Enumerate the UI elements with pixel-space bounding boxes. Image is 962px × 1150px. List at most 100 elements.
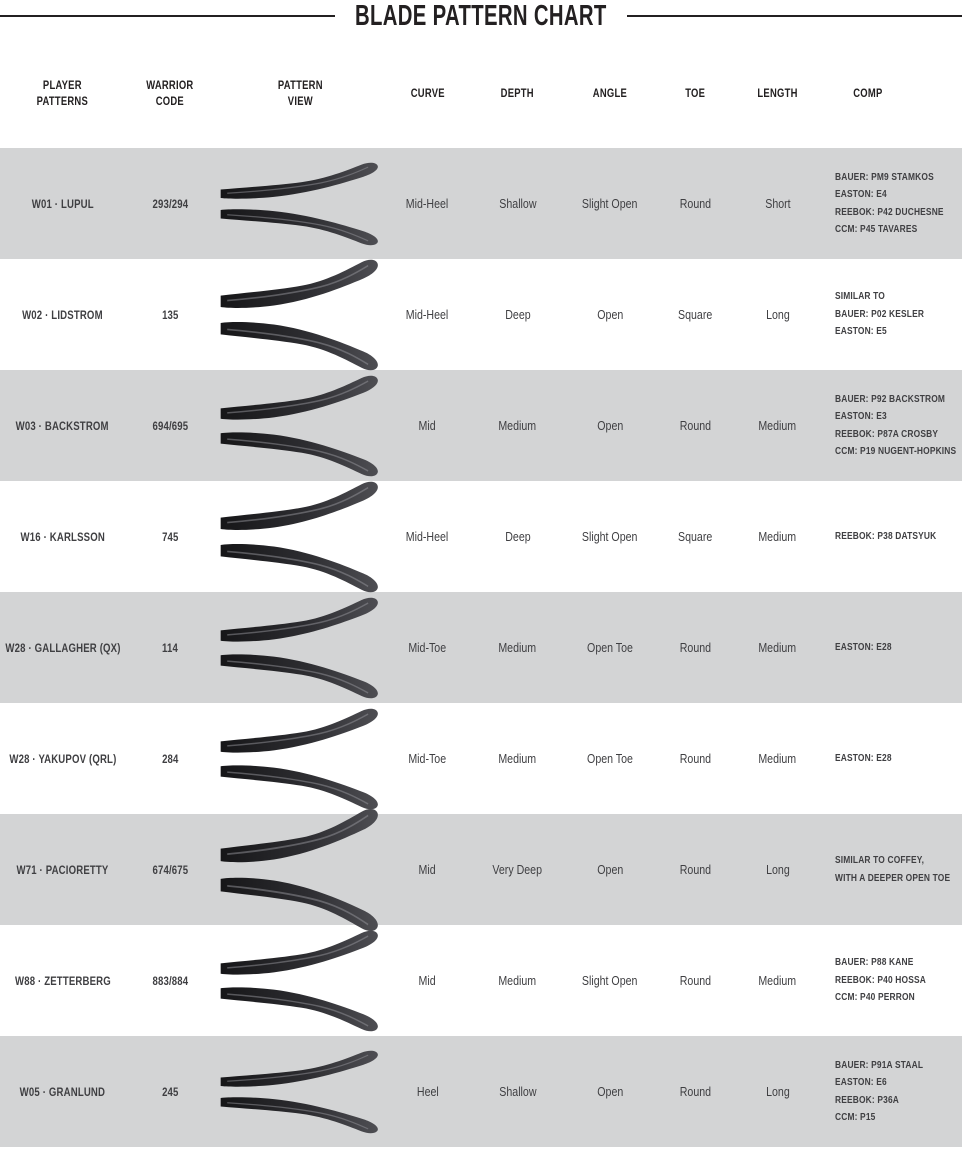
curve-value: Mid-Toe xyxy=(408,640,447,655)
pattern-view-cell xyxy=(215,480,385,593)
pattern-view-cell xyxy=(215,1040,385,1144)
curve-cell: Heel xyxy=(385,1085,470,1099)
table-row: W05 · GRANLUND 245 Heel Shallow Open xyxy=(0,1036,962,1147)
warrior-code-cell: 284 xyxy=(125,752,215,766)
warrior-code-value: 883/884 xyxy=(152,973,188,988)
table-row: W01 · LUPUL 293/294 Mid-Heel Shallow Sli… xyxy=(0,148,962,259)
depth-value: Medium xyxy=(498,418,537,433)
comp-cell: REEBOK: P38 DATSYUK xyxy=(820,528,962,546)
angle-cell: Open Toe xyxy=(565,641,655,655)
curve-cell: Mid-Toe xyxy=(385,752,470,766)
comp-cell: EASTON: E28 xyxy=(820,639,962,657)
curve-cell: Mid xyxy=(385,419,470,433)
comp-line: BAUER: P92 BACKSTROM xyxy=(835,392,946,405)
pattern-view-cell xyxy=(215,807,385,932)
length-cell: Long xyxy=(735,308,820,322)
blade-top-and-side-silhouette-icon xyxy=(220,161,379,246)
toe-cell: Round xyxy=(655,641,735,655)
depth-cell: Medium xyxy=(470,419,565,433)
comp-cell: BAUER: P91A STAAL EASTON: E6 REEBOK: P36A C… xyxy=(820,1057,962,1127)
column-header-pattern-view: PATTERN VIEW xyxy=(277,80,323,108)
toe-value: Round xyxy=(679,751,711,766)
pattern-view-cell xyxy=(215,152,385,256)
column-header-curve: CURVE xyxy=(410,88,445,101)
toe-cell: Round xyxy=(655,974,735,988)
comp-line: CCM: P45 TAVARES xyxy=(835,223,918,235)
length-value: Medium xyxy=(758,973,797,988)
angle-cell: Slight Open xyxy=(565,530,655,544)
toe-cell: Round xyxy=(655,1085,735,1099)
depth-cell: Medium xyxy=(470,641,565,655)
comp-line: EASTON: E28 xyxy=(835,751,892,764)
column-header-depth: DEPTH xyxy=(500,88,535,101)
comp-line: WITH A DEEPER OPEN TOE xyxy=(835,871,951,884)
curve-value: Mid-Toe xyxy=(408,751,447,766)
column-header-length: LENGTH xyxy=(757,88,798,101)
length-value: Medium xyxy=(758,418,797,433)
comp-cell: EASTON: E28 xyxy=(820,750,962,768)
title-rule-right xyxy=(626,15,962,17)
comp-line: SIMILAR TO xyxy=(835,290,885,303)
warrior-code-value: 674/675 xyxy=(152,862,188,877)
page-title: BLADE PATTERN CHART xyxy=(355,0,607,32)
angle-value: Open xyxy=(596,307,624,322)
curve-cell: Mid-Heel xyxy=(385,308,470,322)
comp-line: EASTON: E5 xyxy=(835,325,887,338)
column-headers: PLAYER PATTERNS WARRIOR CODE PATTERN VIE… xyxy=(0,28,962,148)
comp-line: EASTON: E28 xyxy=(835,640,892,653)
depth-cell: Medium xyxy=(470,752,565,766)
comp-line: REEBOK: P87A CROSBY xyxy=(835,427,939,440)
curve-cell: Mid xyxy=(385,863,470,877)
warrior-code-value: 694/695 xyxy=(152,418,188,433)
angle-cell: Open xyxy=(565,419,655,433)
comp-line: CCM: P40 PERRON xyxy=(835,991,915,1004)
table-row: W88 · ZETTERBERG 883/884 Mid Medium Slig… xyxy=(0,925,962,1036)
angle-cell: Open xyxy=(565,863,655,877)
toe-value: Round xyxy=(679,1084,711,1099)
depth-cell: Shallow xyxy=(470,1085,565,1099)
comp-line: EASTON: E3 xyxy=(835,410,887,422)
comp-line: EASTON: E4 xyxy=(835,188,887,200)
player-pattern-cell: W28 · GALLAGHER (QX) xyxy=(0,641,125,655)
angle-value: Slight Open xyxy=(582,973,638,988)
player-pattern-cell: W71 · PACIORETTY xyxy=(0,863,125,877)
angle-value: Slight Open xyxy=(582,529,638,544)
length-value: Medium xyxy=(758,751,797,766)
player-pattern-label: W02 · LIDSTROM xyxy=(22,307,103,322)
player-pattern-cell: W05 · GRANLUND xyxy=(0,1085,125,1099)
column-header-player-patterns: PLAYER PATTERNS xyxy=(36,80,89,108)
depth-cell: Deep xyxy=(470,530,565,544)
toe-value: Round xyxy=(679,196,711,211)
angle-cell: Slight Open xyxy=(565,974,655,988)
column-header-angle: ANGLE xyxy=(592,88,628,101)
player-pattern-cell: W03 · BACKSTROM xyxy=(0,419,125,433)
blade-top-and-side-silhouette-icon xyxy=(220,1049,379,1134)
warrior-code-cell: 114 xyxy=(125,641,215,655)
comp-line: REEBOK: P42 DUCHESNE xyxy=(835,205,944,218)
comp-line: SIMILAR TO COFFEY, xyxy=(835,854,925,866)
depth-value: Medium xyxy=(498,973,537,988)
player-pattern-label: W03 · BACKSTROM xyxy=(15,418,110,433)
length-cell: Medium xyxy=(735,419,820,433)
curve-cell: Mid-Toe xyxy=(385,641,470,655)
depth-value: Shallow xyxy=(498,196,537,211)
pattern-view-cell xyxy=(215,258,385,371)
comp-line: BAUER: PM9 STAMKOS xyxy=(835,170,934,183)
player-pattern-label: W28 · GALLAGHER (QX) xyxy=(4,640,121,655)
player-pattern-label: W05 · GRANLUND xyxy=(19,1084,106,1099)
length-value: Long xyxy=(765,307,790,322)
length-cell: Medium xyxy=(735,974,820,988)
toe-value: Round xyxy=(679,418,711,433)
comp-line: EASTON: E6 xyxy=(835,1076,887,1088)
warrior-code-cell: 674/675 xyxy=(125,863,215,877)
toe-cell: Square xyxy=(655,530,735,544)
warrior-code-cell: 745 xyxy=(125,530,215,544)
comp-line: CCM: P15 xyxy=(835,1111,876,1123)
length-value: Short xyxy=(764,196,791,211)
depth-value: Very Deep xyxy=(492,862,543,877)
pattern-view-cell xyxy=(215,374,385,478)
curve-value: Mid-Heel xyxy=(406,529,449,544)
player-pattern-label: W01 · LUPUL xyxy=(31,196,94,211)
player-pattern-cell: W16 · KARLSSON xyxy=(0,530,125,544)
player-pattern-cell: W01 · LUPUL xyxy=(0,197,125,211)
